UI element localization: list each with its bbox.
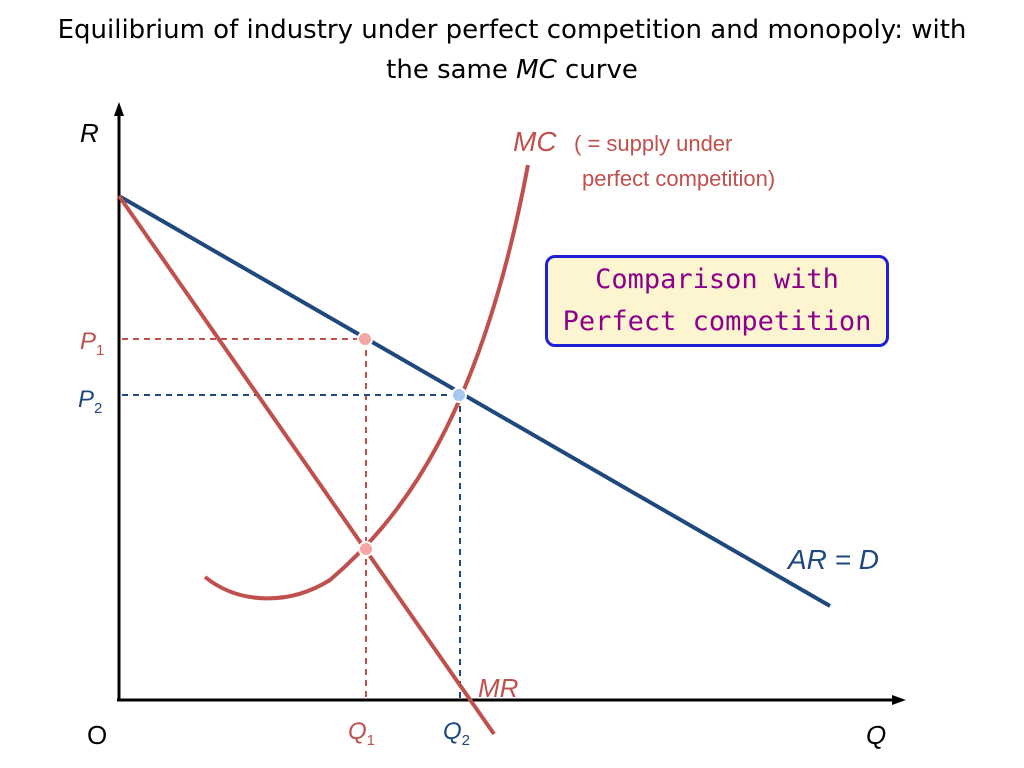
title-line-2: the same MC curve [0,50,1024,90]
monopoly-price-point [357,331,373,347]
callout-line-1: Comparison with [595,264,839,295]
slide-title: Equilibrium of industry under perfect co… [0,10,1024,90]
q1-label-main: Q [348,718,367,745]
p1-label-main: P [80,328,96,355]
title-line-1: Equilibrium of industry under perfect co… [57,15,967,45]
competitive-equilibrium-point [451,387,467,403]
y-axis-arrowhead [114,102,124,116]
title-line-2-italic: MC [516,55,557,85]
ar-demand-curve [118,194,831,608]
p2-label: P2 [78,386,102,417]
mc-mr-intersection-point [358,541,374,557]
p1-label-sub: 1 [96,342,104,359]
ar-demand-label: AR = D [786,544,879,575]
q1-label-sub: 1 [367,732,375,749]
mr-label: MR [478,673,518,703]
callout-line-2: Perfect competition [562,306,872,337]
p2-label-sub: 2 [94,400,102,417]
mc-label: MC [513,126,557,157]
p1-label: P1 [80,328,104,359]
mc-note-line-2: perfect competition) [582,166,775,191]
x-axis-arrowhead [892,695,906,705]
title-line-2-prefix: the same [386,55,517,85]
mc-note-line-1: ( = supply under [574,131,732,156]
origin-label: O [87,720,107,750]
mc-curve [203,164,530,601]
y-axis-label: R [80,118,99,148]
x-axis-label: Q [866,720,886,750]
title-line-2-suffix: curve [556,55,638,85]
q2-label-sub: 2 [462,732,470,749]
mr-curve [117,194,496,736]
q2-label-main: Q [443,718,462,745]
q1-label: Q1 [348,718,375,749]
p2-label-main: P [78,386,94,413]
comparison-callout: Comparison with Perfect competition [545,255,889,347]
q2-label: Q2 [443,718,470,749]
